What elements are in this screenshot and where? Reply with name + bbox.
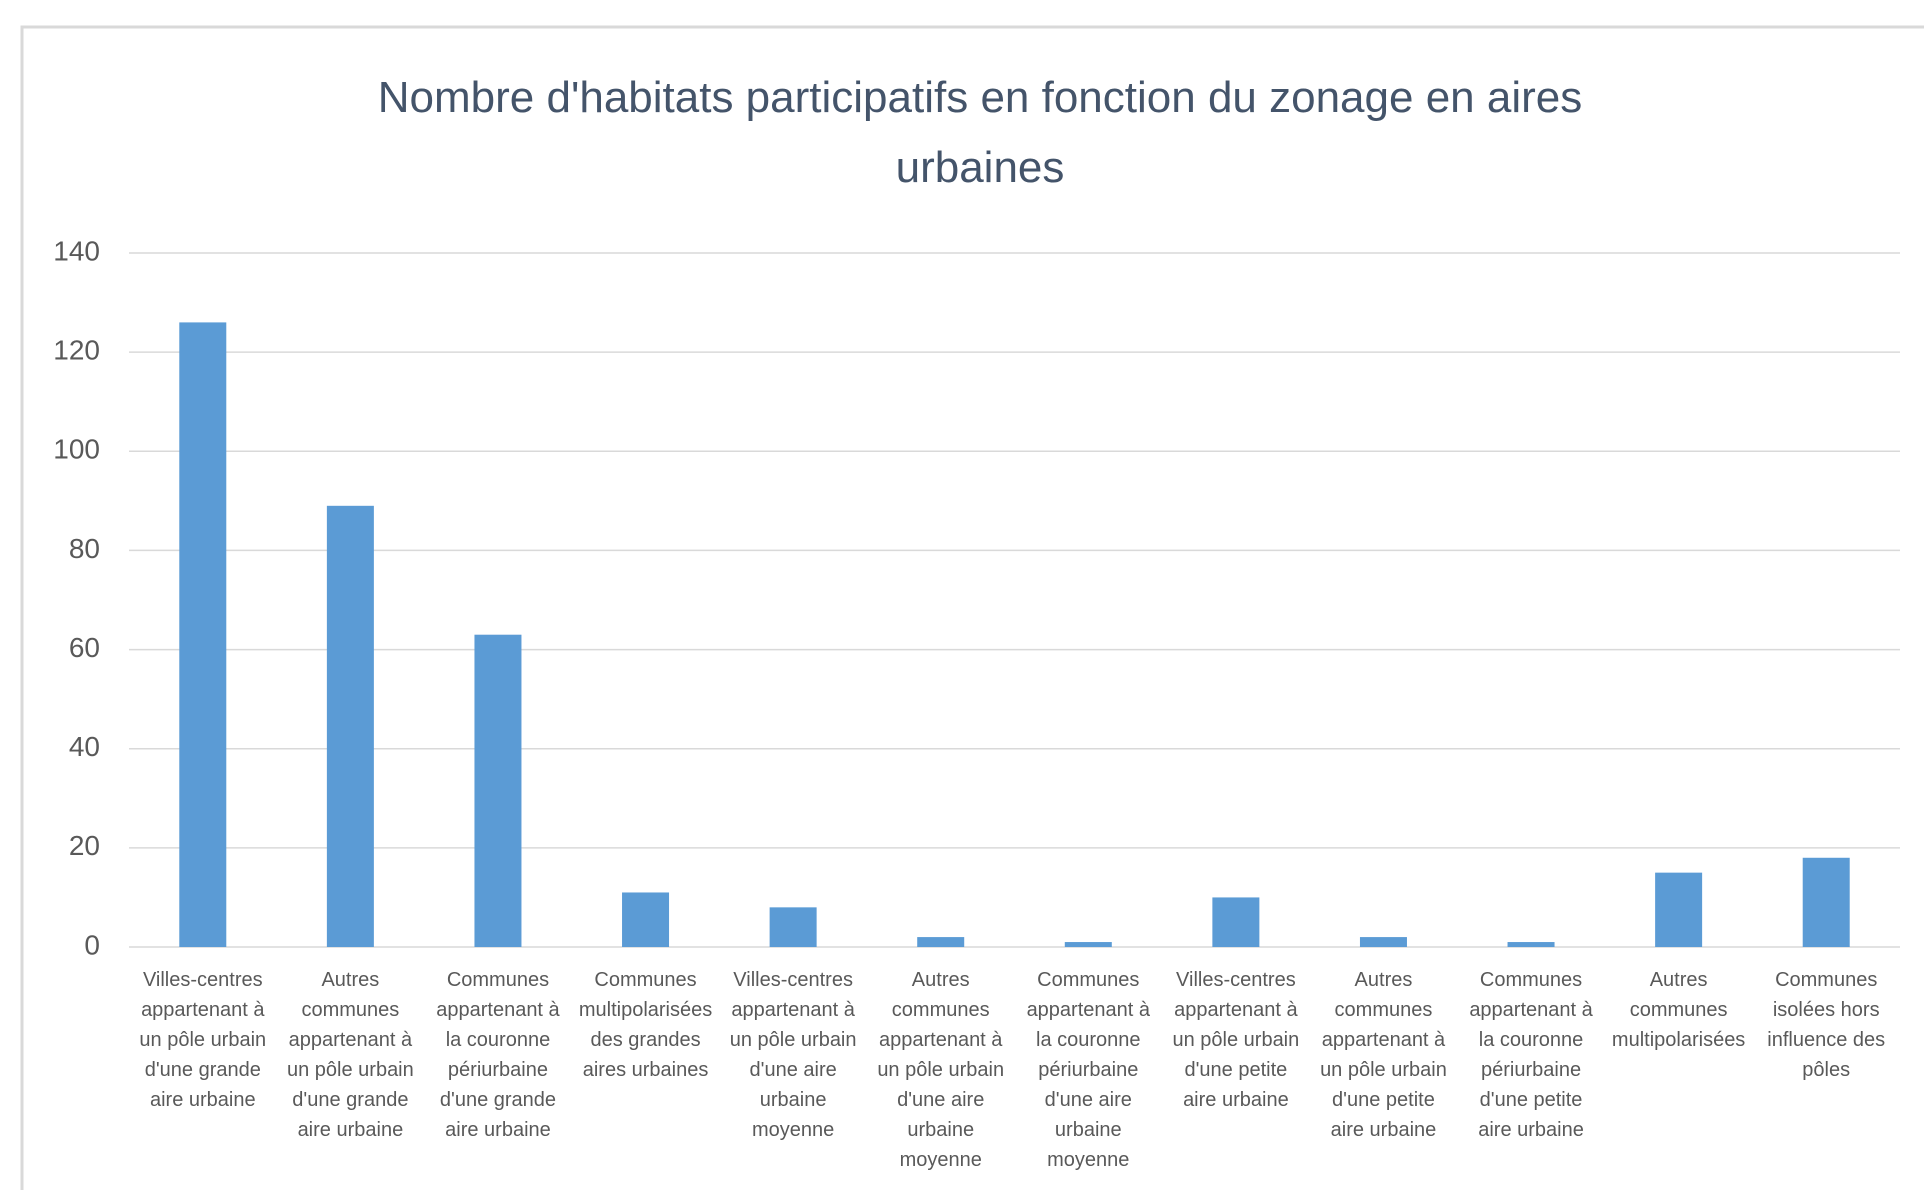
x-tick-label: Autres communes multipolarisées — [1612, 969, 1745, 1051]
y-tick-label: 120 — [53, 335, 100, 366]
bar — [622, 892, 670, 947]
x-tick-label: Autres communes appartenant à un pôle urbai… — [1320, 969, 1447, 1141]
x-tick-label: Autres communes appartenant à un pôle urbai… — [287, 969, 414, 1141]
y-tick-label: 60 — [69, 632, 100, 663]
x-tick-label: Villes-centres appartenant à un pôle urbai… — [1172, 969, 1299, 1111]
bar — [1802, 857, 1850, 947]
bar — [326, 505, 374, 947]
x-tick-label: Communes multipolarisées des grandes aires … — [579, 969, 712, 1081]
y-tick-label: 100 — [53, 434, 100, 465]
x-tick-label: Autres communes appartenant à un pôle urbai… — [877, 969, 1004, 1171]
y-tick-label: 40 — [69, 731, 100, 762]
y-tick-label: 20 — [69, 830, 100, 861]
bar — [1655, 872, 1703, 947]
x-tick-label: Villes-centres appartenant à un pôle urbai… — [730, 969, 857, 1141]
x-tick-label: Communes appartenant à la couronne périurba… — [1027, 969, 1151, 1171]
chart-title: Nombre d'habitats participatifs en fonct… — [378, 73, 1582, 192]
bar — [769, 907, 817, 947]
y-tick-label: 140 — [53, 235, 100, 266]
x-tick-label: Communes appartenant à la couronne périurba… — [436, 969, 560, 1141]
bar — [179, 322, 227, 947]
x-tick-label: Communes isolées hors influence des pôles — [1767, 969, 1885, 1081]
x-tick-label: Communes appartenant à la couronne périurba… — [1469, 969, 1593, 1141]
bar — [474, 634, 522, 947]
bar — [1064, 942, 1112, 947]
y-tick-label: 0 — [84, 929, 100, 960]
x-tick-label: Villes-centres appartenant à un pôle urbai… — [139, 969, 266, 1111]
bar — [1212, 897, 1260, 947]
bar — [917, 937, 965, 947]
bar — [1359, 937, 1407, 947]
y-tick-label: 80 — [69, 533, 100, 564]
bar — [1507, 942, 1555, 947]
